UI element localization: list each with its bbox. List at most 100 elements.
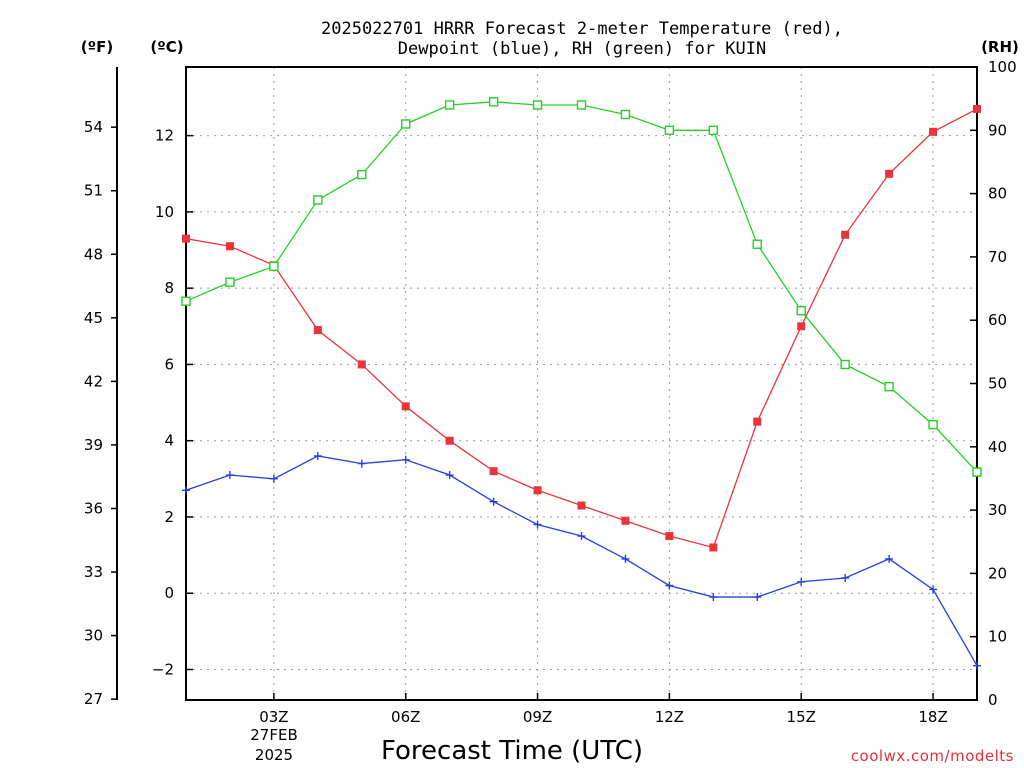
data-series (181, 97, 982, 670)
rh-unit-label: (RH) (981, 38, 1019, 56)
fahrenheit-tick-label: 33 (84, 563, 103, 581)
temperature-point (621, 516, 630, 525)
temperature-point (929, 127, 938, 136)
x-tick-label: 06Z (391, 708, 420, 726)
dewpoint-point (797, 577, 806, 586)
dewpoint-point (357, 459, 366, 468)
fahrenheit-tick-label: 51 (84, 182, 103, 200)
dewpoint-point (885, 554, 894, 563)
temperature-point (797, 322, 806, 331)
rh-point (664, 125, 675, 136)
dewpoint-point (665, 581, 674, 590)
fahrenheit-tick-label: 30 (84, 627, 103, 645)
temperature-point (753, 417, 762, 426)
dewpoint-point (929, 585, 938, 594)
rh-point (401, 119, 411, 129)
fahrenheit-tick-label: 48 (84, 245, 103, 263)
temperature-point (709, 543, 718, 552)
dewpoint-point (313, 451, 322, 460)
temperature-point (665, 532, 674, 541)
fahrenheit-unit-label: (ºF) (81, 38, 113, 56)
rh-tick-label: 60 (988, 311, 1007, 329)
fahrenheit-tick-label: 54 (84, 118, 103, 136)
axes (111, 66, 978, 701)
rh-point (708, 125, 719, 136)
rh-point (840, 359, 850, 370)
dewpoint-point (401, 455, 410, 464)
rh-tick-label: 50 (988, 375, 1007, 393)
fahrenheit-tick-label: 39 (84, 436, 103, 454)
temperature-point (445, 436, 454, 445)
dewpoint-point (489, 497, 498, 506)
celsius-tick-label: −2 (152, 660, 174, 678)
rh-tick-label: 90 (988, 121, 1007, 139)
dewpoint-point (533, 520, 542, 529)
rh-tick-label: 0 (988, 691, 998, 709)
rh-point (269, 261, 279, 272)
rh-point (972, 467, 982, 477)
x-tick-label: 18Z (918, 708, 947, 726)
temperature-point (533, 486, 542, 495)
dewpoint-point (973, 661, 981, 670)
chart-title-line-1: 2025022701 HRRR Forecast 2-meter Tempera… (321, 19, 843, 39)
temperature-point (841, 230, 850, 239)
rh-point (884, 381, 894, 392)
dewpoint-point (445, 471, 454, 480)
rh-point (225, 277, 235, 287)
rh-point (576, 100, 587, 110)
rh-tick-label: 70 (988, 248, 1007, 266)
temperature-point (401, 402, 410, 411)
celsius-tick-label: 4 (164, 432, 174, 450)
series-dewpoint (182, 451, 981, 670)
grid-lines (186, 67, 977, 700)
tick-labels: −2 0 2 4 6 8 10 12 27 30 33 36 39 42 45 48 51 54 0 10 20 30 40… (84, 58, 1017, 726)
rh-tick-label: 30 (988, 501, 1007, 519)
x-tick-label: 12Z (655, 708, 684, 726)
rh-point (444, 100, 455, 110)
rh-tick-label: 40 (988, 438, 1007, 456)
chart-title-line-2: Dewpoint (blue), RH (green) for KUIN (398, 39, 766, 59)
temperature-point (225, 242, 234, 251)
rh-point (313, 195, 323, 205)
temperature-point (357, 360, 366, 369)
fahrenheit-tick-label: 45 (84, 309, 103, 327)
rh-tick-label: 100 (988, 58, 1017, 76)
celsius-tick-label: 10 (155, 203, 174, 221)
date-label-day: 27FEB (250, 726, 297, 744)
source-credit: coolwx.com/modelts (851, 747, 1014, 765)
dewpoint-point (182, 486, 190, 495)
temperature-point (313, 326, 322, 335)
celsius-tick-label: 0 (164, 584, 174, 602)
rh-point (620, 109, 631, 120)
rh-point (796, 306, 806, 316)
fahrenheit-tick-label: 36 (84, 499, 103, 517)
temperature-point (182, 234, 190, 243)
rh-tick-label: 10 (988, 628, 1007, 646)
celsius-unit-label: (ºC) (150, 38, 183, 56)
temperature-point (885, 169, 894, 178)
celsius-tick-label: 2 (164, 508, 174, 526)
celsius-tick-label: 6 (164, 355, 174, 373)
x-tick-label: 03Z (259, 708, 288, 726)
x-tick-label: 15Z (787, 708, 816, 726)
fahrenheit-tick-label: 42 (84, 372, 103, 390)
x-tick-label: 09Z (523, 708, 552, 726)
series-rh (181, 97, 982, 477)
date-label-year: 2025 (255, 746, 293, 764)
rh-point (532, 100, 543, 110)
dewpoint-point (841, 573, 850, 582)
dewpoint-line (185, 455, 978, 667)
dewpoint-point (225, 471, 234, 480)
dewpoint-point (753, 593, 762, 602)
rh-tick-label: 80 (988, 185, 1007, 203)
dewpoint-point (577, 532, 586, 541)
x-axis-label: Forecast Time (UTC) (381, 736, 643, 766)
celsius-tick-label: 8 (164, 279, 174, 297)
fahrenheit-tick-label: 27 (84, 690, 103, 708)
temperature-point (577, 501, 586, 510)
rh-point (752, 239, 762, 249)
temperature-point (973, 104, 981, 113)
dewpoint-point (709, 593, 718, 602)
rh-tick-label: 20 (988, 564, 1007, 582)
temperature-point (489, 467, 498, 476)
